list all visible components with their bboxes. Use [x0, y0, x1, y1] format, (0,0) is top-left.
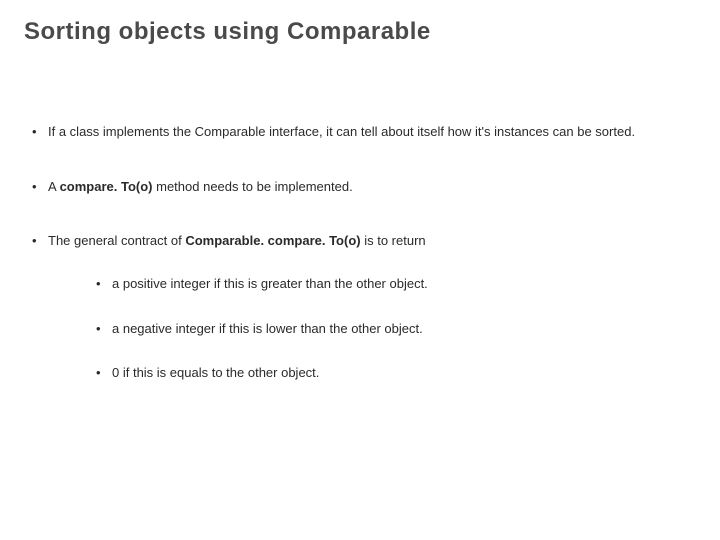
main-bullet-list: If a class implements the Comparable int… [24, 118, 696, 384]
bullet-item: The general contract of Comparable. comp… [32, 227, 696, 384]
sub-bullet-item: a negative integer if this is lower than… [96, 319, 696, 340]
bullet-item: A compare. To(o) method needs to be impl… [32, 173, 696, 202]
bullet-text-prefix: A [48, 179, 60, 194]
slide-container: Sorting objects using Comparable If a cl… [0, 0, 720, 434]
bullet-text-suffix: method needs to be implemented. [153, 179, 353, 194]
sub-bullet-item: 0 if this is equals to the other object. [96, 363, 696, 384]
bullet-item: If a class implements the Comparable int… [32, 118, 696, 147]
bullet-text-bold: Comparable. compare. To(o) [185, 233, 360, 248]
sub-bullet-item: a positive integer if this is greater th… [96, 274, 696, 295]
bullet-text-prefix: The general contract of [48, 233, 185, 248]
bullet-text-suffix: is to return [361, 233, 426, 248]
bullet-text-bold: compare. To(o) [60, 179, 153, 194]
slide-title: Sorting objects using Comparable [24, 18, 696, 46]
sub-bullet-list: a positive integer if this is greater th… [48, 274, 696, 384]
bullet-text-prefix: If a class implements the Comparable int… [48, 124, 635, 139]
